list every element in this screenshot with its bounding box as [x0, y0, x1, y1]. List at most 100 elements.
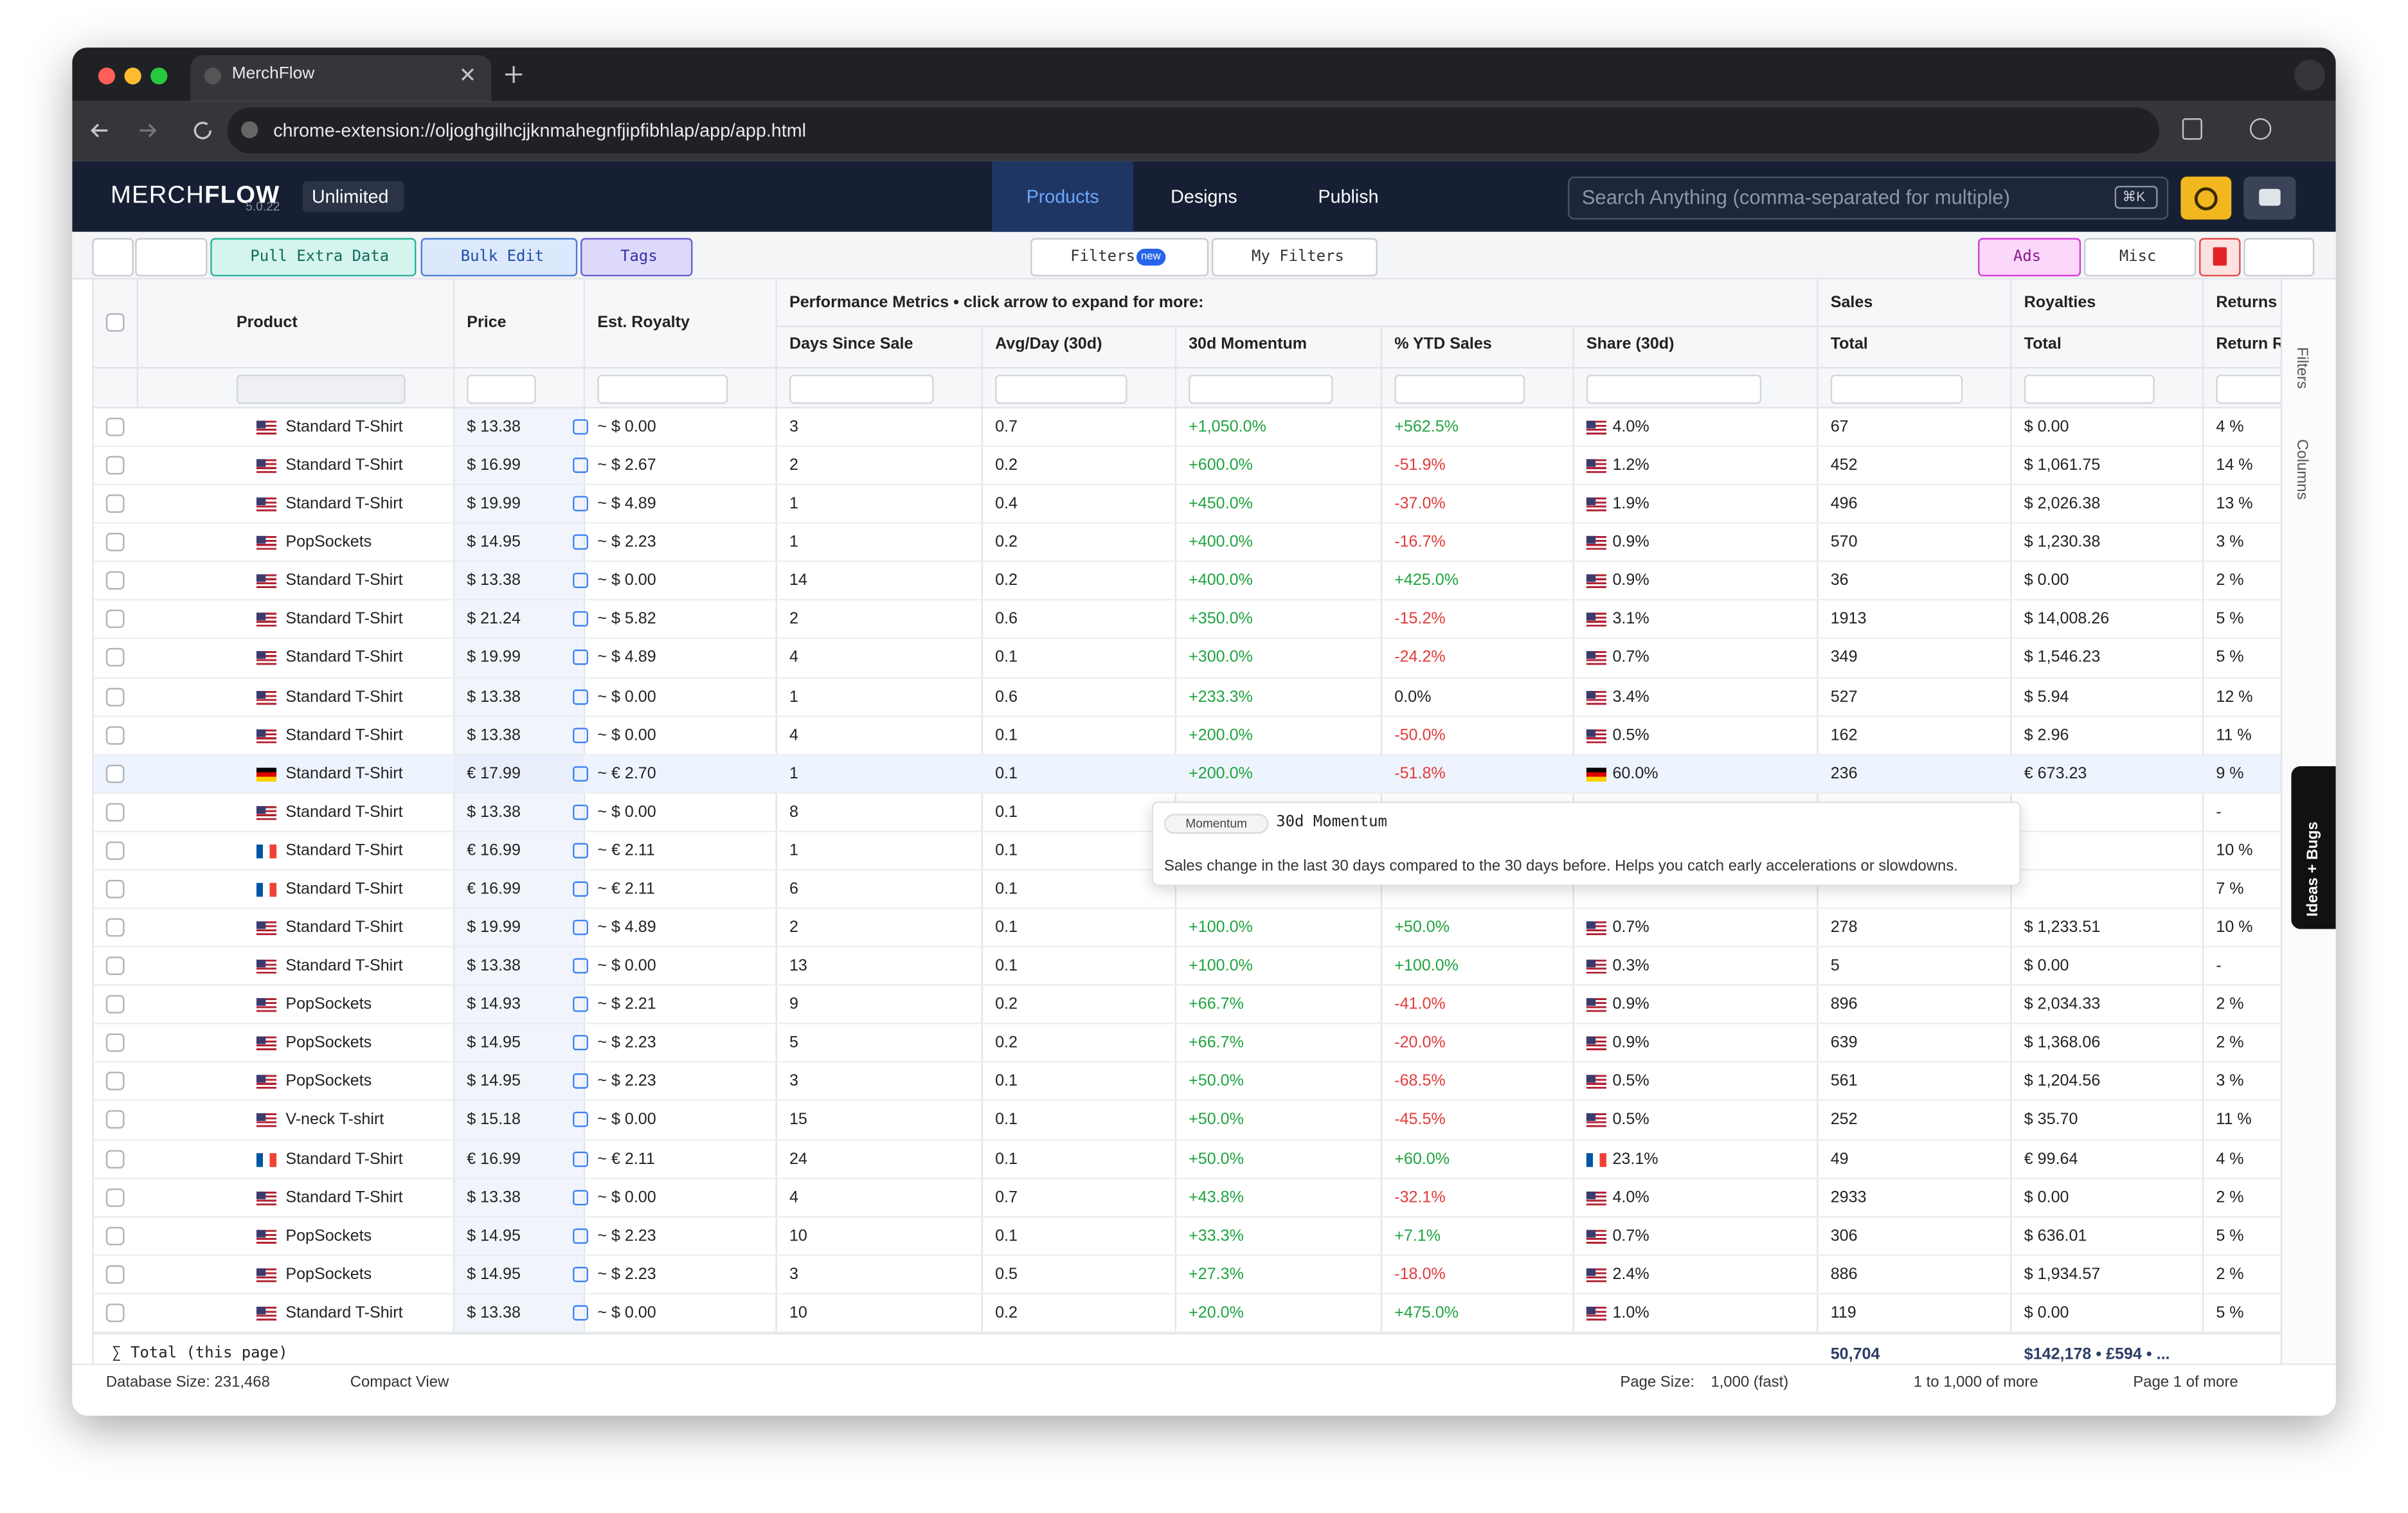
row-checkbox[interactable]	[106, 1072, 125, 1091]
column-header[interactable]: Total	[1831, 333, 1868, 354]
nav-item[interactable]: Publish	[1278, 186, 1419, 207]
filter-input[interactable]	[995, 375, 1127, 404]
row-checkbox[interactable]	[106, 996, 125, 1014]
table-row[interactable]: Standard T-Shirt$ 21.24~ $ 5.8220.6+350.…	[94, 601, 2284, 640]
table-row[interactable]: Standard T-Shirt$ 13.38~ $ 0.0040.7+43.8…	[94, 1179, 2284, 1217]
row-checkbox[interactable]	[106, 880, 125, 899]
row-checkbox[interactable]	[106, 726, 125, 744]
toolbar-button[interactable]: Tags	[580, 238, 692, 276]
row-checkbox[interactable]	[106, 957, 125, 976]
edit-icon[interactable]	[573, 843, 588, 858]
view-toggle[interactable]: Compact View	[350, 1373, 449, 1394]
column-header[interactable]: Est. Royalty	[597, 312, 690, 333]
edit-icon[interactable]	[573, 650, 588, 666]
toolbar-button[interactable]: Pull Extra Data	[210, 238, 416, 276]
edit-icon[interactable]	[573, 689, 588, 704]
row-checkbox[interactable]	[106, 495, 125, 514]
edit-icon[interactable]	[573, 496, 588, 512]
edit-icon[interactable]	[573, 881, 588, 897]
edit-icon[interactable]	[573, 1035, 588, 1051]
edit-icon[interactable]	[573, 1113, 588, 1128]
filter-input[interactable]	[1394, 375, 1525, 404]
row-checkbox[interactable]	[106, 1034, 125, 1052]
toolbar-button[interactable]: Misc	[2084, 238, 2196, 276]
column-header[interactable]: Price	[467, 312, 506, 333]
settings-button[interactable]	[2243, 238, 2314, 276]
edit-icon[interactable]	[573, 419, 588, 434]
table-row[interactable]: Standard T-Shirt$ 13.38~ $ 0.0030.7+1,05…	[94, 408, 2284, 447]
column-header[interactable]: Total	[2024, 333, 2062, 354]
row-checkbox[interactable]	[106, 1226, 125, 1245]
edit-icon[interactable]	[573, 920, 588, 935]
table-row[interactable]: Standard T-Shirt$ 13.38~ $ 0.00100.2+20.…	[94, 1294, 2284, 1333]
table-row[interactable]: PopSockets$ 14.95~ $ 2.2350.2+66.7%-20.0…	[94, 1025, 2284, 1063]
column-header[interactable]: Share (30d)	[1586, 333, 1675, 354]
filter-input[interactable]	[237, 375, 406, 404]
table-row[interactable]: Standard T-Shirt$ 16.99~ $ 2.6720.2+600.…	[94, 447, 2284, 485]
edit-icon[interactable]	[573, 612, 588, 627]
group-header[interactable]: Performance Metrics • click arrow to exp…	[789, 292, 1203, 313]
edit-icon[interactable]	[573, 1228, 588, 1243]
chk[interactable]	[106, 313, 125, 332]
filter-input[interactable]	[1189, 375, 1333, 404]
row-checkbox[interactable]	[106, 764, 125, 783]
table-row[interactable]: PopSockets$ 14.95~ $ 2.2310.2+400.0%-16.…	[94, 524, 2284, 562]
toolbar-button[interactable]: My Filters	[1212, 238, 1378, 276]
edit-icon[interactable]	[573, 1074, 588, 1089]
database-button[interactable]	[135, 238, 207, 276]
table-row[interactable]: Standard T-Shirt$ 19.99~ $ 4.8940.1+300.…	[94, 640, 2284, 678]
row-checkbox[interactable]	[106, 841, 125, 860]
profile-icon[interactable]	[2250, 118, 2271, 139]
group-header[interactable]: Returns	[2216, 292, 2277, 313]
edit-icon[interactable]	[573, 765, 588, 781]
new-tab[interactable]	[505, 66, 522, 83]
page-size[interactable]: 1,000 (fast)	[1711, 1373, 1788, 1394]
edit-icon[interactable]	[573, 804, 588, 819]
row-checkbox[interactable]	[106, 1188, 125, 1206]
edit-icon[interactable]	[573, 458, 588, 473]
table-row[interactable]: Standard T-Shirt$ 13.38~ $ 0.0010.6+233.…	[94, 678, 2284, 717]
column-header[interactable]: Avg/Day (30d)	[995, 333, 1102, 354]
table-row[interactable]: PopSockets$ 14.95~ $ 2.2330.1+50.0%-68.5…	[94, 1063, 2284, 1102]
filter-input[interactable]	[1586, 375, 1761, 404]
extensions-icon[interactable]	[2182, 118, 2202, 139]
row-checkbox[interactable]	[106, 803, 125, 821]
edit-icon[interactable]	[573, 535, 588, 550]
column-header[interactable]: 30d Momentum	[1189, 333, 1307, 354]
row-checkbox[interactable]	[106, 1303, 125, 1322]
filter-input[interactable]	[597, 375, 728, 404]
nav-item[interactable]: Designs	[1133, 186, 1275, 207]
table-row[interactable]: PopSockets$ 14.95~ $ 2.23100.1+33.3%+7.1…	[94, 1217, 2284, 1256]
filter-input[interactable]	[2216, 375, 2287, 404]
filter-input[interactable]	[1831, 375, 1963, 404]
row-checkbox[interactable]	[106, 571, 125, 590]
row-checkbox[interactable]	[106, 1149, 125, 1168]
edit-icon[interactable]	[573, 1305, 588, 1320]
row-checkbox[interactable]	[106, 687, 125, 706]
tab-search[interactable]	[2294, 60, 2325, 91]
row-checkbox[interactable]	[106, 1265, 125, 1284]
edit-icon[interactable]	[573, 1151, 588, 1167]
edit-icon[interactable]	[573, 1190, 588, 1205]
table-row[interactable]: Standard T-Shirt$ 13.38~ $ 0.00140.2+400…	[94, 562, 2284, 601]
nav-buttons[interactable]	[91, 120, 229, 141]
row-checkbox[interactable]	[106, 456, 125, 475]
table-row[interactable]: Standard T-Shirt€ 16.99~ € 2.11240.1+50.…	[94, 1140, 2284, 1179]
sidebar-columns[interactable]: Columns	[2290, 439, 2311, 499]
group-header[interactable]: Royalties	[2024, 292, 2096, 313]
table-row[interactable]: PopSockets$ 14.95~ $ 2.2330.5+27.3%-18.0…	[94, 1256, 2284, 1294]
table-row[interactable]: Standard T-Shirt$ 19.99~ $ 4.8910.4+450.…	[94, 485, 2284, 524]
toolbar-button[interactable]: Bulk Edit	[421, 238, 578, 276]
sidebar-filters[interactable]: Filters	[2290, 347, 2311, 389]
row-checkbox[interactable]	[106, 918, 125, 937]
table-row[interactable]: Standard T-Shirt$ 13.38~ $ 0.00130.1+100…	[94, 947, 2284, 986]
row-checkbox[interactable]	[106, 418, 125, 436]
edit-icon[interactable]	[573, 1266, 588, 1282]
minimize-dot[interactable]	[125, 67, 141, 84]
table-row[interactable]: Standard T-Shirt$ 19.99~ $ 4.8920.1+100.…	[94, 909, 2284, 947]
column-header[interactable]: Days Since Sale	[789, 333, 913, 354]
column-header[interactable]: Product	[237, 312, 298, 333]
row-checkbox[interactable]	[106, 1111, 125, 1129]
edit-icon[interactable]	[573, 997, 588, 1012]
filter-input[interactable]	[2024, 375, 2155, 404]
